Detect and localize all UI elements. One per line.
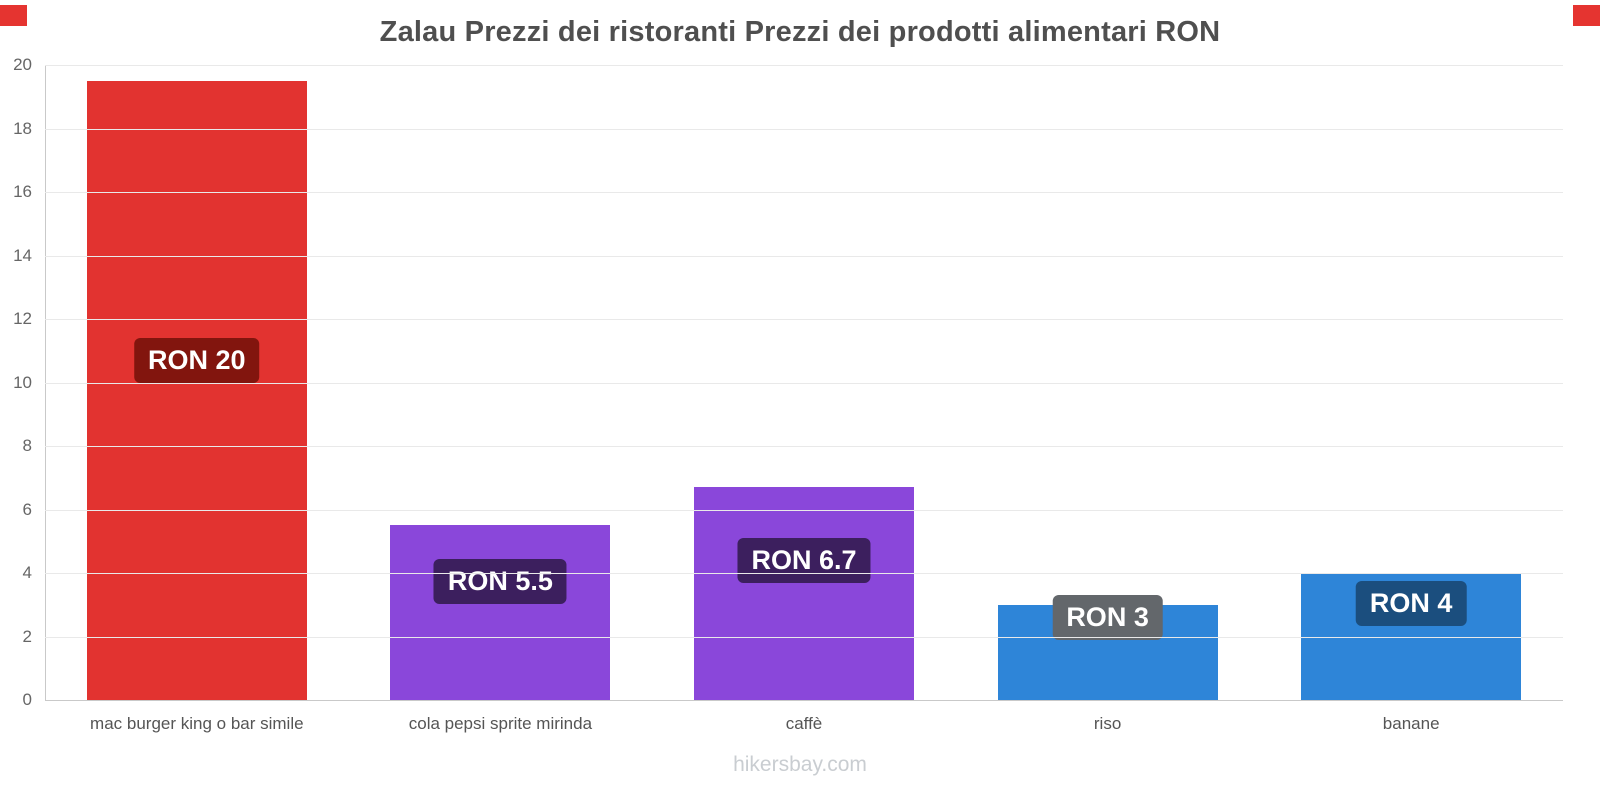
y-tick-label: 8 [22,436,32,455]
plot-area: RON 20 RON 5.5 RON 6.7 RON 3 RON 4 [45,65,1563,701]
bar-slot: RON 6.7 [652,65,956,700]
y-tick-label: 16 [13,182,32,201]
bar-slot: RON 5.5 [349,65,653,700]
y-tick-label: 14 [13,245,32,265]
corner-mark-left [0,5,27,26]
y-tick-label: 10 [13,372,32,392]
bar-value-badge: RON 4 [1355,581,1467,627]
bar-slot: RON 20 [45,65,349,700]
y-tick-label: 20 [13,55,32,74]
bars-container: RON 20 RON 5.5 RON 6.7 RON 3 RON 4 [45,65,1563,700]
chart-title: Zalau Prezzi dei ristoranti Prezzi dei p… [379,16,1221,48]
watermark-text: hikersbay.com [733,753,867,776]
bar: RON 6.7 [693,487,914,700]
grid-line [45,700,1563,701]
y-tick-label: 2 [22,626,32,646]
grid-line [45,255,1563,257]
x-category-label: banane [1382,714,1440,733]
x-axis-category-labels: mac burger king o bar simile cola pepsi s… [45,714,1563,734]
grid-line [45,573,1563,574]
x-category-label: riso [1093,714,1122,733]
bar-value-badge: RON 5.5 [433,558,567,604]
y-tick-label: 4 [22,563,32,582]
y-tick-label: 18 [13,118,32,138]
grid-line [45,319,1563,320]
grid-line [45,65,1563,66]
bar-value-badge: RON 6.7 [737,538,871,584]
bar: RON 20 [86,80,307,700]
x-category-label: mac burger king o bar simile [90,714,304,733]
bar: RON 5.5 [390,525,611,700]
grid-line [45,192,1563,193]
bar: RON 3 [997,595,1218,700]
grid-line [45,446,1563,447]
x-category-label: cola pepsi sprite mirinda [408,714,593,733]
bar-slot: RON 3 [956,65,1260,700]
bar-value-badge: RON 20 [134,338,260,384]
grid-line [45,636,1563,638]
corner-mark-right [1573,5,1600,26]
bar-value-badge: RON 3 [1052,595,1163,641]
y-axis-tick-labels: 0 2 4 6 8 10 12 14 16 18 20 [0,55,36,709]
x-category-label: caffè [785,714,823,733]
y-tick-label: 6 [22,499,32,519]
y-tick-label: 0 [22,690,32,709]
grid-line [45,128,1563,130]
grid-line [45,382,1563,384]
grid-line [45,509,1563,511]
y-tick-label: 12 [13,309,32,328]
